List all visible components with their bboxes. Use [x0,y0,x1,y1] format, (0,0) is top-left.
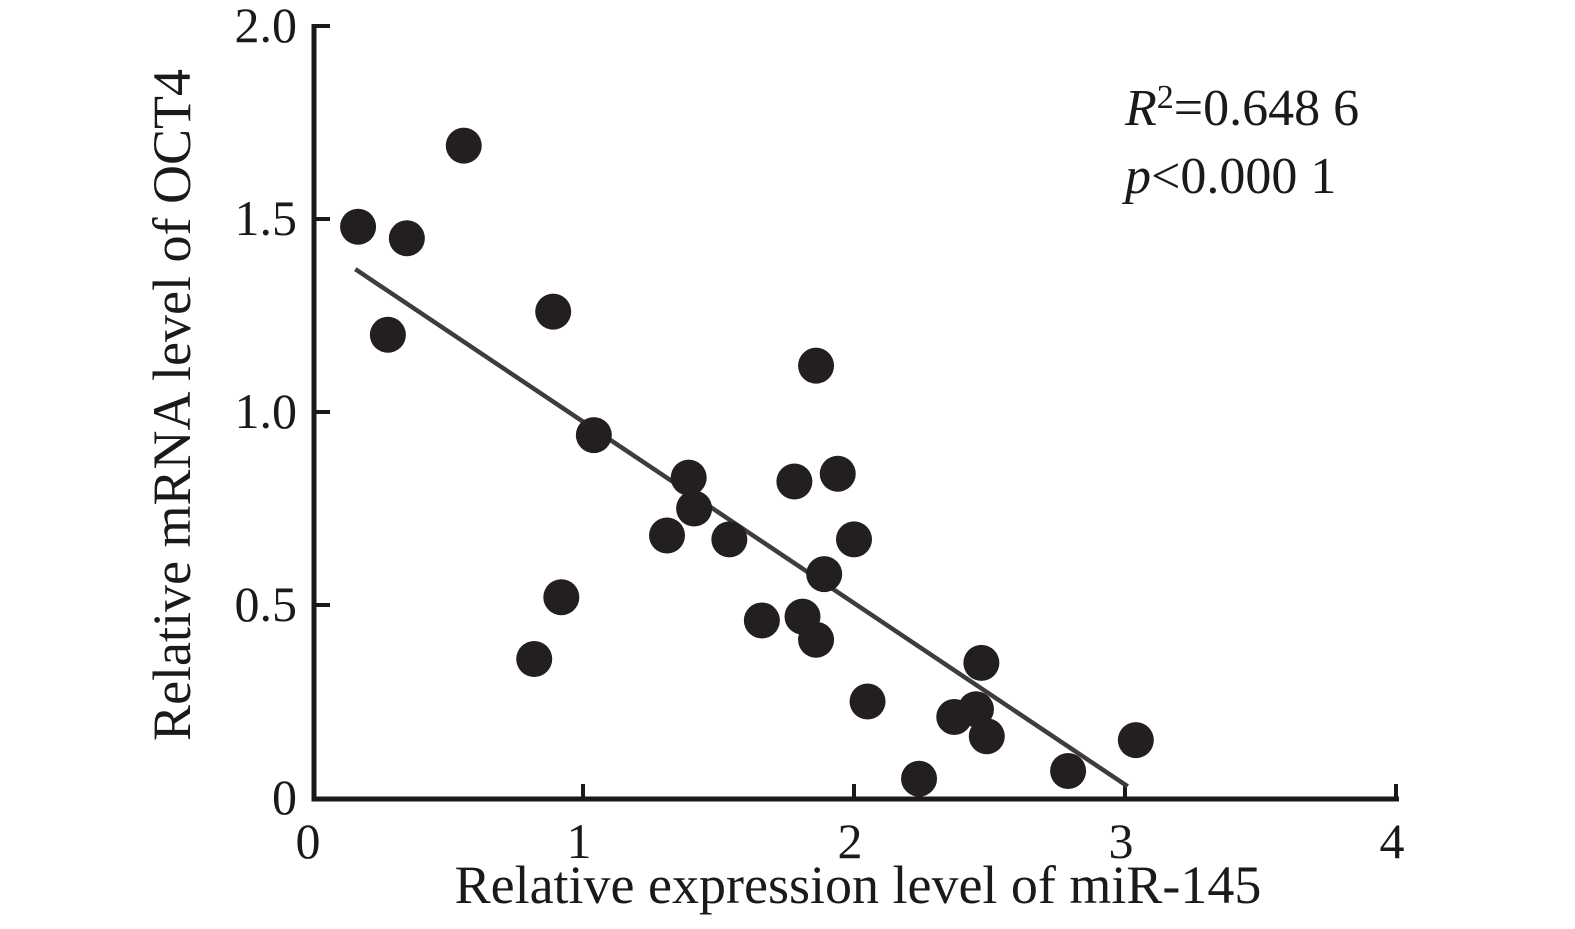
data-point [670,459,707,496]
data-point [445,127,482,164]
data-point [575,417,612,454]
data-point [963,644,1000,681]
y-tick-label: 1.5 [235,190,298,246]
p-value-text: p<0.000 1 [1121,148,1336,205]
data-point [806,556,843,593]
y-tick-label: 0 [272,769,297,825]
x-tick-label: 4 [1380,813,1405,869]
data-point [516,641,553,678]
data-point [743,602,780,639]
data-point [649,517,686,554]
y-axis-title: Relative mRNA level of OCT4 [142,69,202,741]
r-squared-text: R2=0.648 6 [1124,79,1359,137]
x-tick-label: 1 [567,813,592,869]
data-point [1117,722,1154,759]
stats-annotation: R2=0.648 6 p<0.000 1 [1121,79,1359,205]
data-point [535,293,572,330]
data-point [901,760,938,797]
data-point [849,683,886,720]
data-point [711,521,748,558]
x-axis-title: Relative expression level of miR-145 [455,855,1262,915]
y-tick-label: 2.0 [235,0,298,53]
x-tick-label: 2 [838,813,863,869]
data-point [798,347,835,384]
data-point [676,490,713,527]
data-point [968,718,1005,755]
tick-labels: 0 1 2 3 4 0 0.5 1.0 1.5 2.0 [235,0,1405,869]
data-point [369,316,406,353]
data-point [340,208,377,245]
x-tick-label: 0 [296,813,321,869]
data-point [819,455,856,492]
data-point [1050,752,1087,789]
y-tick-label: 1.0 [235,383,298,439]
x-tick-label: 3 [1109,813,1134,869]
data-point [836,521,872,558]
data-point [543,579,580,616]
data-point [798,621,835,658]
data-point [957,691,994,728]
data-points [340,127,1154,797]
data-point [776,463,813,500]
y-tick-label: 0.5 [235,576,298,632]
data-point [388,220,425,257]
tick-marks [314,24,1398,797]
